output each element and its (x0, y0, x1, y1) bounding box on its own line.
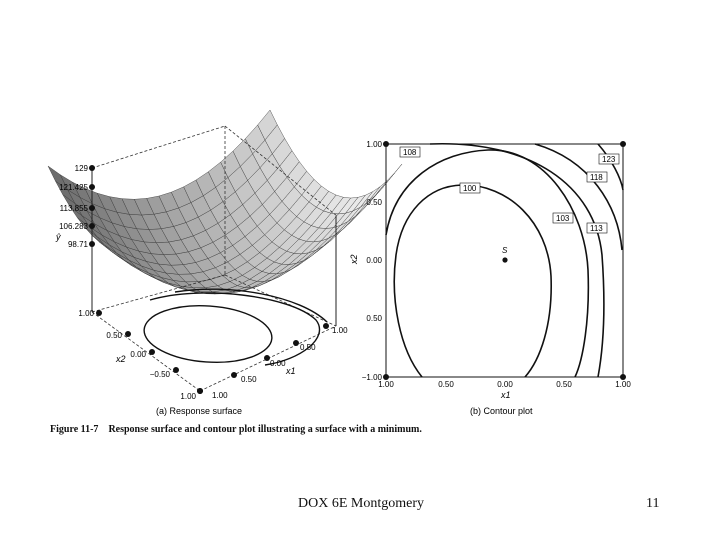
contour-label: 100 (463, 184, 477, 193)
surface-box-solid-edges (91, 168, 337, 326)
x2-axis: 1.00 0.50 0.00 −0.50 1.00 x2 (78, 309, 203, 401)
y-tick-label: 1.00 (366, 140, 382, 149)
x1-tick-dot (231, 372, 237, 378)
contour-label: 123 (602, 155, 616, 164)
x1-axis-label: x1 (285, 366, 296, 376)
x1-tick-label: 1.00 (332, 326, 348, 335)
x2-tick-dot (173, 367, 179, 373)
z-tick-label: 129 (75, 164, 89, 173)
y-axis-label: x2 (349, 254, 359, 265)
contour-labels: 108 100 103 113 118 123 (399, 146, 620, 234)
y-tick-label: 0.50 (366, 314, 382, 323)
x-tick-label: 1.00 (378, 380, 394, 389)
contour-axis-dots (383, 141, 626, 380)
x2-tick-label: −0.50 (150, 370, 171, 379)
z-tick-dot (89, 241, 95, 247)
x-tick-label: 1.00 (615, 380, 631, 389)
footer-text: DOX 6E Montgomery (298, 496, 424, 511)
x1-tick-label: 0.00 (270, 359, 286, 368)
y-tick-label: 0.50 (366, 198, 382, 207)
z-tick-dot (89, 165, 95, 171)
contour-label: 113 (590, 224, 603, 233)
contour-plot-panel: 108 100 103 113 118 123 S 1.00 0.50 0.00 (349, 140, 631, 416)
x1-tick-label: 0.50 (241, 375, 257, 384)
surface-mesh-cell (257, 109, 278, 141)
base-contours (143, 288, 328, 366)
stationary-point-label: S (502, 246, 508, 255)
x-tick-label: 0.00 (497, 380, 513, 389)
x1-tick-dot (264, 355, 270, 361)
response-surface-panel: 129 121.425 113.855 106.283 98.71 ŷ 1.00… (47, 109, 403, 416)
figure-caption-label: Figure 11-7 (50, 424, 99, 435)
x1-tick-dot (293, 340, 299, 346)
z-tick-label: 121.425 (59, 183, 88, 192)
z-tick-label: 113.855 (60, 204, 89, 213)
figure-caption-text: Response surface and contour plot illust… (108, 424, 422, 435)
x2-tick-dot (96, 310, 102, 316)
x2-tick-dot (125, 331, 131, 337)
figure-caption: Figure 11-7 Response surface and contour… (50, 424, 422, 435)
page-number: 11 (646, 496, 660, 511)
x-axis-label: x1 (500, 390, 511, 400)
z-axis: 129 121.425 113.855 106.283 98.71 ŷ (55, 164, 95, 249)
stationary-point (502, 257, 508, 263)
x-tick-label: 0.50 (438, 380, 454, 389)
x2-tick-label: 0.50 (106, 331, 122, 340)
z-tick-dot (89, 223, 95, 229)
x2-tick-label: 1.00 (180, 392, 196, 401)
contour-y-axis: 1.00 0.50 0.00 0.50 −1.00 x2 (349, 140, 383, 382)
x1-tick-dot (197, 388, 203, 394)
x-tick-label: 0.50 (556, 380, 572, 389)
z-tick-label: 106.283 (59, 222, 88, 231)
z-axis-label: ŷ (55, 232, 61, 242)
x1-tick-dot (323, 323, 329, 329)
contour-label: 103 (556, 214, 570, 223)
y-tick-label: −1.00 (362, 373, 383, 382)
contour-plot-frame (385, 143, 624, 378)
left-panel-subtitle: (a) Response surface (156, 406, 242, 416)
z-tick-label: 98.71 (68, 240, 89, 249)
x2-tick-label: 1.00 (78, 309, 94, 318)
x1-tick-label: 0.50 (300, 343, 316, 352)
contour-label: 118 (590, 173, 603, 182)
x2-tick-dot (149, 349, 155, 355)
contour-x-axis: 1.00 0.50 0.00 0.50 1.00 x1 (378, 380, 631, 400)
x2-tick-label: 0.00 (130, 350, 146, 359)
y-tick-label: 0.00 (366, 256, 382, 265)
x2-axis-label: x2 (115, 354, 126, 364)
x1-tick-label: 1.00 (212, 391, 228, 400)
x1-axis: 1.00 0.50 0.00 0.50 1.00 x1 (197, 323, 348, 400)
z-tick-dot (89, 205, 95, 211)
z-tick-dot (89, 184, 95, 190)
contour-label: 108 (403, 148, 417, 157)
right-panel-subtitle: (b) Contour plot (470, 406, 533, 416)
